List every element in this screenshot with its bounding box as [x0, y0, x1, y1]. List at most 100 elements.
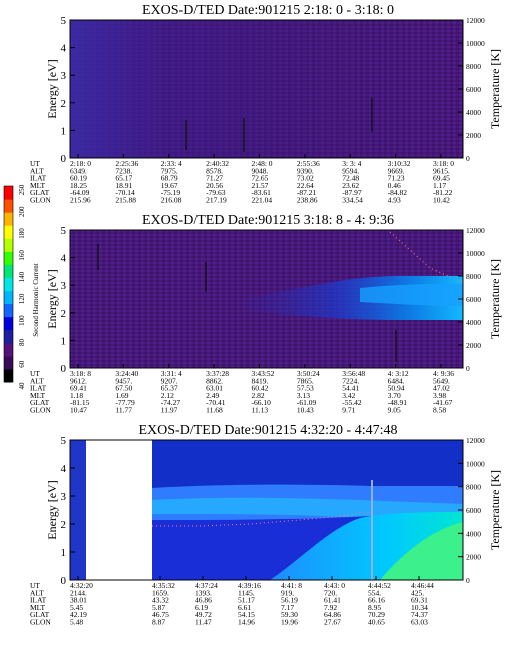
y2tick-label: 2000: [466, 341, 481, 350]
panel-1-y2label: Temperature [K]: [488, 49, 502, 129]
table-cell: 1.69: [115, 391, 128, 400]
table-cell: 65.17: [115, 174, 132, 183]
colorbar-tick-label: 40: [18, 382, 26, 390]
table-cell: 57.53: [297, 384, 314, 393]
table-cell: 3: 3: 4: [342, 159, 361, 168]
table-cell: 8862.: [206, 376, 223, 385]
table-cell: 9457.: [115, 376, 132, 385]
ytick-label: 5: [61, 225, 67, 237]
table-cell: 9.71: [342, 406, 355, 415]
table-cell: 1.17: [433, 181, 446, 190]
table-cell: 11.68: [206, 406, 223, 415]
table-cell: -55.42: [342, 398, 362, 407]
y2tick-label: 2000: [466, 131, 481, 140]
table-cell: 54.15: [238, 610, 255, 619]
table-cell: 10.34: [411, 603, 428, 612]
table-row-label: UT: [30, 369, 40, 378]
table-cell: -74.27: [161, 398, 181, 407]
table-cell: 2:18: 0: [70, 159, 91, 168]
table-cell: 8419.: [252, 376, 269, 385]
table-cell: 38.01: [70, 596, 87, 605]
table-cell: 7224.: [342, 376, 359, 385]
panel-3: EXOS-D/TED Date:901215 4:32:20 - 4:47:48…: [30, 423, 502, 627]
panel-3-green-plume: [380, 522, 463, 580]
table-cell: 19.96: [281, 618, 298, 627]
y2tick-label: 8000: [466, 62, 481, 71]
ytick-label: 3: [61, 70, 67, 82]
panel-3-yticks: 0 1 2 3 4 5: [61, 435, 75, 587]
panel-3-y2ticks: 0 2000 4000 6000 8000 10000 12000: [458, 436, 485, 585]
panel-3-temperature-trace: [152, 511, 371, 527]
ytick-label: 0: [61, 575, 67, 587]
ytick-label: 4: [61, 253, 67, 265]
ytick-label: 5: [61, 435, 67, 447]
table-cell: 8.95: [368, 603, 381, 612]
table-cell: 65.37: [161, 384, 178, 393]
table-cell: 1.18: [70, 391, 83, 400]
ytick-label: 1: [61, 547, 67, 559]
colorbar-tick-label: 140: [18, 271, 26, 282]
table-cell: 4:39:16: [238, 581, 261, 590]
y2tick-label: 8000: [466, 272, 481, 281]
colorbar-swatch: [4, 329, 13, 344]
table-cell: -87.21: [297, 188, 317, 197]
table-cell: 69.31: [411, 596, 428, 605]
table-cell: 74.37: [411, 610, 428, 619]
table-cell: 6349.: [70, 166, 87, 175]
table-cell: 9669.: [388, 166, 405, 175]
table-cell: 221.04: [252, 196, 273, 205]
table-cell: 4: 9:36: [433, 369, 454, 378]
panel-2-ylabel: Energy [eV]: [45, 269, 59, 328]
table-cell: -87.97: [342, 188, 362, 197]
colorbar-label: Second Harmonic Current: [32, 263, 40, 337]
table-cell: 2.12: [161, 391, 174, 400]
panel-1-y2ticks: 0 2000 4000 6000 8000 10000 12000: [458, 16, 485, 163]
table-cell: 5649.: [433, 376, 450, 385]
colorbar-tick-label: 80: [18, 338, 26, 346]
table-cell: 2.49: [206, 391, 219, 400]
table-cell: 40.65: [368, 618, 385, 627]
panel-3-heatmap-left: [70, 440, 86, 580]
table-cell: 18.25: [70, 181, 87, 190]
y2tick-label: 4000: [466, 108, 481, 117]
table-cell: 68.79: [161, 174, 178, 183]
ytick-label: 1: [61, 335, 67, 347]
table-cell: 2:48: 0: [252, 159, 273, 168]
table-cell: 49.72: [195, 610, 212, 619]
ytick-label: 0: [61, 153, 67, 165]
y2tick-label: 0: [466, 364, 470, 373]
table-cell: 217.19: [206, 196, 227, 205]
table-cell: 10.47: [70, 406, 87, 415]
colorbar-swatch: [4, 199, 13, 213]
table-cell: 71.23: [388, 174, 405, 183]
colorbar-tick-label: 250: [18, 184, 26, 195]
table-cell: 919.: [281, 588, 294, 597]
panel-3-ylabel: Energy [eV]: [45, 480, 59, 539]
table-row-label: GLON: [30, 618, 51, 627]
table-cell: 4:41: 8: [281, 581, 302, 590]
table-cell: -83.61: [252, 188, 272, 197]
table-cell: 69.45: [433, 174, 450, 183]
ytick-label: 5: [61, 15, 67, 27]
table-cell: 66.16: [368, 596, 385, 605]
table-cell: -70.41: [206, 398, 226, 407]
table-cell: 2144.: [70, 588, 87, 597]
table-cell: 6.61: [238, 603, 251, 612]
table-row-label: ALT: [30, 166, 44, 175]
table-row-label: GLAT: [30, 188, 50, 197]
table-cell: 7238.: [115, 166, 132, 175]
table-cell: 50.94: [388, 384, 405, 393]
y2tick-label: 0: [466, 154, 470, 163]
colorbar-swatch: [4, 251, 13, 265]
panel-2: EXOS-D/TED Date:901215 3:18: 8 - 4: 9:36…: [30, 213, 502, 415]
table-cell: 21.57: [252, 181, 269, 190]
panel-1-ylabel: Energy [eV]: [45, 59, 59, 118]
table-cell: 69.41: [70, 384, 87, 393]
table-cell: 3:37:28: [206, 369, 229, 378]
table-cell: 46.75: [152, 610, 169, 619]
table-cell: 18.91: [115, 181, 132, 190]
table-cell: 14.96: [238, 618, 255, 627]
table-row-label: ILAT: [30, 384, 47, 393]
table-cell: 5.45: [70, 603, 83, 612]
